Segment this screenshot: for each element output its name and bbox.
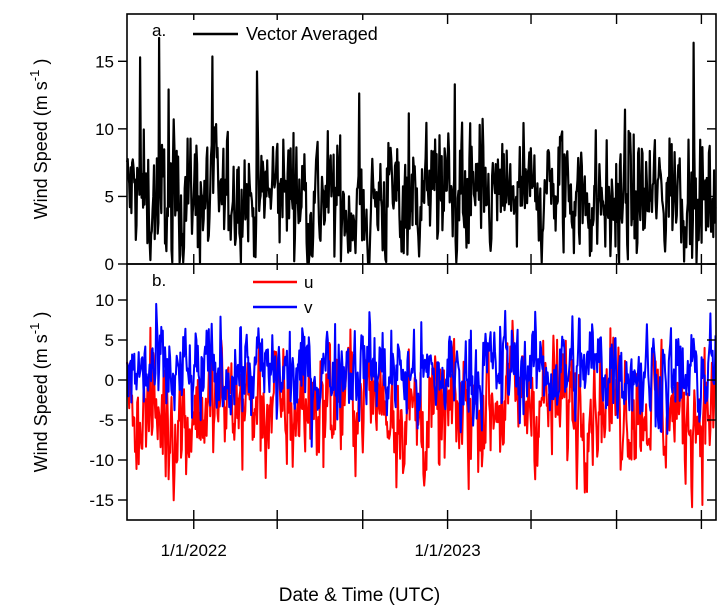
series-line-v [126, 302, 717, 448]
x-tick-label: 1/1/2022 [161, 541, 227, 560]
y-tick-label: -15 [89, 491, 114, 510]
y-axis-title: Wind Speed (m s-1 ) [27, 59, 51, 220]
x-tick-label: 1/1/2023 [414, 541, 480, 560]
y-axis-title: Wind Speed (m s-1 ) [27, 312, 51, 473]
y-tick-label: 10 [95, 291, 114, 310]
legend-label-vector-averaged: Vector Averaged [246, 24, 378, 44]
legend-background-a [184, 20, 416, 44]
panel-tag: b. [152, 271, 166, 290]
y-tick-label: 0 [105, 371, 114, 390]
y-tick-label: 5 [105, 187, 114, 206]
x-axis-title: Date & Time (UTC) [278, 585, 441, 606]
y-tick-label: 5 [105, 331, 114, 350]
y-tick-label: 0 [105, 255, 114, 274]
series-line-vector-averaged [125, 36, 717, 264]
plot-frame-b [126, 263, 717, 521]
y-tick-label: -5 [99, 411, 114, 430]
y-tick-label: 15 [95, 52, 114, 71]
y-tick-label: -10 [89, 451, 114, 470]
legend-label-v: v [304, 298, 313, 317]
panel-tag: a. [152, 21, 166, 40]
legend-label-u: u [304, 273, 313, 292]
y-tick-label: 10 [95, 120, 114, 139]
